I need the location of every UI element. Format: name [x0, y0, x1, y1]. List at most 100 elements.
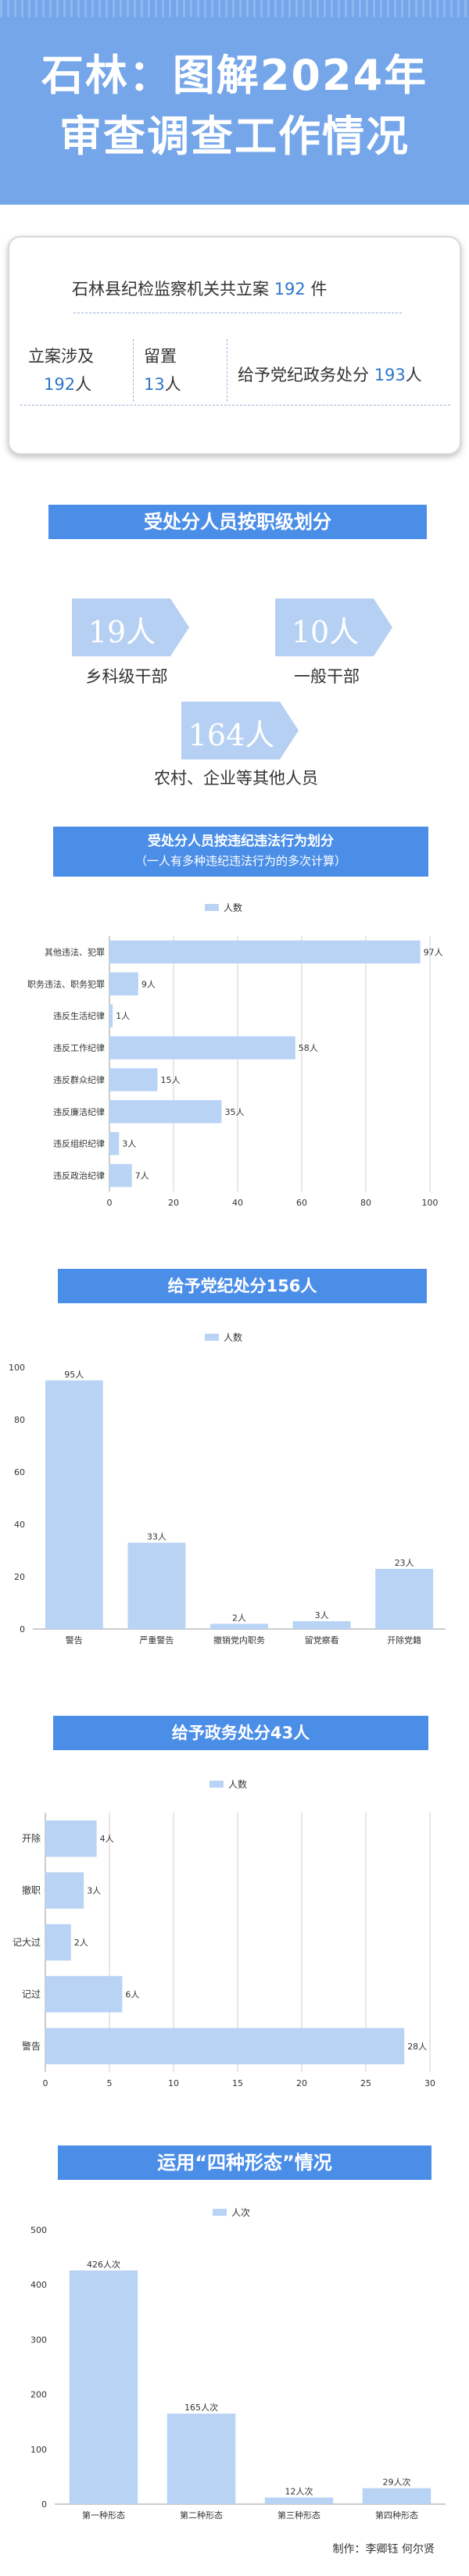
- data-label: 28人: [407, 2042, 427, 2052]
- violation-banner-title: 受处分人员按违纪违法行为划分: [148, 834, 334, 849]
- data-label: 3人: [87, 1886, 101, 1896]
- category-label: 撤职: [22, 1885, 41, 1896]
- bar: [109, 940, 421, 964]
- legend-label: 人数: [228, 1778, 247, 1790]
- data-label: 7人: [135, 1171, 149, 1181]
- data-label: 3人: [122, 1139, 136, 1149]
- bar: [109, 1163, 132, 1188]
- detained-unit: 人: [164, 375, 181, 394]
- divider: [20, 405, 450, 406]
- category-label: 违反群众纪律: [53, 1074, 105, 1085]
- rank-badge-township: 19人: [72, 598, 189, 656]
- x-tick-label: 80: [360, 1198, 371, 1208]
- data-label: 97人: [424, 947, 443, 957]
- x-tick-label: 100: [422, 1198, 439, 1208]
- bar: [292, 1620, 351, 1629]
- category-label: 第一种形态: [82, 2510, 125, 2521]
- detained-value: 13: [144, 375, 165, 394]
- legend-label: 人次: [231, 2207, 250, 2218]
- bar: [166, 2413, 236, 2504]
- category-label: 开除: [22, 1832, 41, 1844]
- rank-badge-value: 19人: [88, 615, 156, 649]
- bar: [109, 1036, 295, 1059]
- y-tick-label: 80: [14, 1415, 25, 1425]
- divider: [133, 339, 134, 402]
- bar: [45, 1380, 103, 1629]
- legend-swatch: [205, 1334, 219, 1341]
- summary-intro-prefix: 石林县纪检监察机关共立案: [72, 280, 269, 298]
- data-label: 426人次: [87, 2259, 120, 2270]
- category-label: 警告: [22, 2040, 41, 2052]
- y-tick-label: 500: [30, 2225, 47, 2235]
- category-label: 违反工作纪律: [53, 1043, 105, 1053]
- category-label: 违反生活纪律: [53, 1010, 105, 1021]
- bar: [210, 1624, 268, 1629]
- category-label: 其他违法、犯罪: [45, 946, 105, 957]
- y-tick-label: 0: [41, 2499, 47, 2510]
- discipline-label: 给予党纪政务处分: [238, 366, 369, 384]
- bar: [264, 2497, 334, 2504]
- page-title-line2: 审查调查工作情况: [59, 112, 410, 161]
- government-chart-banner: 给予政务处分43人: [53, 1716, 428, 1750]
- involved-value: 192: [44, 375, 76, 394]
- page-header: 石林：图解2024年 审查调查工作情况: [0, 0, 469, 205]
- violation-chart-banner: 受处分人员按违纪违法行为划分 （一人有多种违纪违法行为的多次计算）: [53, 827, 428, 877]
- y-tick-label: 100: [30, 2445, 47, 2455]
- data-label: 4人: [100, 1834, 114, 1844]
- category-label: 第二种形态: [180, 2510, 223, 2521]
- legend-label: 人数: [224, 902, 242, 913]
- category-label: 警告: [66, 1635, 83, 1645]
- data-label: 29人次: [383, 2477, 411, 2488]
- party-chart-banner: 给予党纪处分156人: [58, 1269, 427, 1303]
- bar: [109, 1004, 113, 1027]
- bar: [109, 1100, 222, 1124]
- bar: [109, 1068, 158, 1091]
- bar: [45, 1976, 123, 2013]
- y-tick-label: 20: [14, 1572, 25, 1582]
- data-label: 2人: [232, 1613, 246, 1623]
- bar: [45, 2028, 405, 2065]
- page-title-line1: 石林：图解2024年: [41, 51, 428, 100]
- category-label: 记大过: [13, 1937, 41, 1948]
- category-label: 记过: [22, 1988, 41, 1999]
- data-label: 9人: [141, 979, 156, 989]
- discipline-stat: 给予党纪政务处分 193人: [238, 363, 422, 386]
- bar: [45, 1924, 71, 1961]
- category-label: 撤销党内职务: [213, 1635, 265, 1645]
- x-tick-label: 5: [107, 2078, 113, 2088]
- legend-swatch: [205, 904, 219, 911]
- total-cases-value: 192: [274, 280, 306, 298]
- discipline-value: 193: [374, 366, 406, 384]
- x-tick-label: 20: [296, 2078, 307, 2088]
- category-label: 开除党籍: [387, 1635, 421, 1645]
- category-label: 第三种形态: [277, 2510, 320, 2521]
- category-label: 第四种形态: [375, 2510, 418, 2521]
- data-label: 33人: [147, 1531, 166, 1542]
- bar: [362, 2488, 431, 2504]
- rank-badge-label: 乡科级干部: [85, 667, 168, 686]
- involved-label: 立案涉及: [28, 347, 94, 366]
- rank-badge-general: 10人: [275, 598, 392, 656]
- data-label: 95人: [64, 1370, 84, 1380]
- summary-intro: 石林县纪检监察机关共立案 192 件: [72, 277, 327, 300]
- data-label: 3人: [315, 1610, 329, 1620]
- legend-swatch: [209, 1781, 224, 1788]
- involved-unit: 人: [75, 375, 92, 394]
- x-tick-label: 0: [43, 2078, 48, 2088]
- violation-banner-subtitle: （一人有多种违纪违法行为的多次计算）: [134, 854, 346, 868]
- bar: [109, 1131, 120, 1156]
- y-tick-label: 60: [14, 1467, 25, 1477]
- summary-card: 石林县纪检监察机关共立案 192 件 立案涉及 192人 留置 13人 给予党纪…: [8, 236, 461, 455]
- bar: [45, 1872, 84, 1909]
- category-label: 违反廉洁纪律: [53, 1106, 105, 1117]
- bar: [45, 1820, 97, 1857]
- x-tick-label: 15: [232, 2078, 243, 2088]
- y-tick-label: 100: [9, 1363, 25, 1373]
- x-tick-label: 0: [107, 1198, 113, 1208]
- y-tick-label: 40: [14, 1520, 25, 1530]
- forms-chart-banner: 运用“四种形态”情况: [58, 2145, 431, 2180]
- x-tick-label: 40: [232, 1198, 243, 1208]
